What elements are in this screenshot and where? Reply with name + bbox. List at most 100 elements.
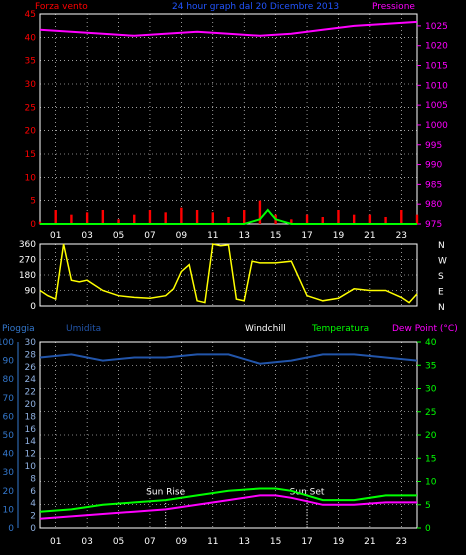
wind-axis-tick: 30 [25, 80, 37, 90]
x-tick-label: 07 [144, 231, 155, 241]
x-tick-label: 01 [50, 537, 61, 547]
direction-axis-tick: 360 [19, 240, 36, 250]
compass-label: N [438, 241, 445, 251]
humidity-axis-tick: 14 [25, 437, 37, 447]
wind-axis-tick: 25 [25, 103, 36, 113]
rain-axis-tick: 100 [0, 338, 14, 348]
wind-axis-tick: 40 [25, 33, 37, 43]
x-tick-label: 19 [333, 537, 345, 547]
wind-bar [148, 210, 152, 224]
wind-bar [368, 214, 372, 224]
rain-axis-tick: 90 [3, 357, 15, 367]
wind-bar [258, 200, 262, 224]
rain-axis-tick: 20 [3, 487, 15, 497]
humidity-axis-tick: 28 [25, 350, 37, 360]
humidity-axis-tick: 4 [30, 499, 36, 509]
humidity-label: Umidita [66, 324, 101, 334]
temp-axis-tick: 5 [425, 501, 431, 511]
x-tick-label: 11 [207, 537, 218, 547]
wind-bar [227, 217, 230, 224]
wind-bar [337, 210, 340, 224]
rain-axis-tick: 60 [3, 412, 15, 422]
wind-bar [400, 210, 403, 224]
wind-bar [352, 214, 356, 224]
wind-bar [133, 214, 136, 224]
pressure-axis-tick: 975 [425, 220, 442, 230]
compass-label: W [438, 257, 447, 267]
direction-axis-tick: 90 [25, 287, 37, 297]
rain-axis-tick: 40 [3, 450, 15, 460]
wind-bar [117, 219, 120, 224]
temp-axis-tick: 0 [425, 524, 431, 534]
rain-axis-tick: 70 [3, 394, 15, 404]
chart-title: 24 hour graph dal 20 Dicembre 2013 [172, 2, 339, 12]
wind-axis-tick: 35 [25, 57, 36, 67]
humidity-axis-tick: 12 [25, 450, 36, 460]
temp-axis-tick: 35 [425, 361, 436, 371]
dewpoint-line [39, 494, 417, 520]
wind-bar [54, 210, 57, 224]
temp-axis-tick: 15 [425, 454, 436, 464]
x-tick-label: 03 [81, 537, 92, 547]
temperature-label: Temperatura [311, 324, 369, 334]
pressure-axis-tick: 990 [425, 161, 442, 171]
temp-axis-tick: 30 [425, 385, 437, 395]
wind-panel-frame [39, 13, 418, 225]
x-tick-label: 05 [113, 231, 124, 241]
wind-label: Forza vento [35, 2, 88, 12]
wind-bar [70, 214, 73, 224]
temp-axis-tick: 40 [425, 338, 437, 348]
rain-axis-tick: 80 [3, 375, 15, 385]
wind-bar [101, 210, 105, 224]
direction-line [39, 243, 418, 304]
x-tick-label: 07 [144, 537, 155, 547]
humidity-line [39, 353, 418, 365]
pressure-line [39, 20, 418, 37]
pressure-axis-tick: 985 [425, 180, 442, 190]
humidity-axis-tick: 30 [25, 338, 37, 348]
temp-axis-tick: 20 [425, 431, 437, 441]
pressure-axis-tick: 1000 [425, 121, 448, 131]
x-tick-label: 13 [238, 231, 249, 241]
direction-axis-tick: 270 [19, 256, 36, 266]
x-tick-label: 03 [81, 231, 92, 241]
wind-bar [195, 210, 199, 224]
x-tick-label: 17 [301, 537, 312, 547]
x-tick-label: 17 [301, 231, 312, 241]
compass-label: E [438, 288, 444, 298]
humidity-axis-tick: 18 [25, 412, 37, 422]
pressure-label: Pressione [372, 2, 415, 12]
x-tick-label: 09 [176, 231, 188, 241]
x-tick-label: 05 [113, 537, 124, 547]
x-tick-label: 19 [333, 231, 345, 241]
wind-bar [211, 212, 214, 224]
gust-line [40, 208, 417, 225]
wind-axis-tick: 0 [30, 220, 36, 230]
humidity-axis-tick: 22 [25, 388, 36, 398]
wind-bar [180, 207, 183, 224]
humidity-axis-tick: 24 [25, 375, 37, 385]
x-tick-label: 21 [364, 231, 375, 241]
humidity-axis-tick: 6 [30, 487, 36, 497]
x-tick-label: 23 [396, 537, 407, 547]
direction-axis-tick: 180 [19, 271, 36, 281]
wind-bar [305, 214, 309, 224]
x-tick-label: 09 [176, 537, 188, 547]
x-tick-label: 13 [238, 537, 249, 547]
windchill-label: Windchill [245, 324, 286, 334]
wind-bar [243, 210, 246, 224]
x-tick-label: 15 [270, 537, 281, 547]
x-tick-label: 23 [396, 231, 407, 241]
pressure-axis-tick: 995 [425, 141, 442, 151]
humidity-axis-tick: 8 [30, 474, 36, 484]
x-tick-label: 21 [364, 537, 375, 547]
x-tick-label: 01 [50, 231, 61, 241]
sun-marker-label: Sun Rise [146, 488, 185, 498]
pressure-axis-tick: 1020 [425, 42, 448, 52]
x-tick-label: 11 [207, 231, 218, 241]
wind-axis-tick: 15 [25, 150, 36, 160]
compass-label: N [438, 303, 445, 313]
rain-axis-tick: 10 [3, 505, 15, 515]
